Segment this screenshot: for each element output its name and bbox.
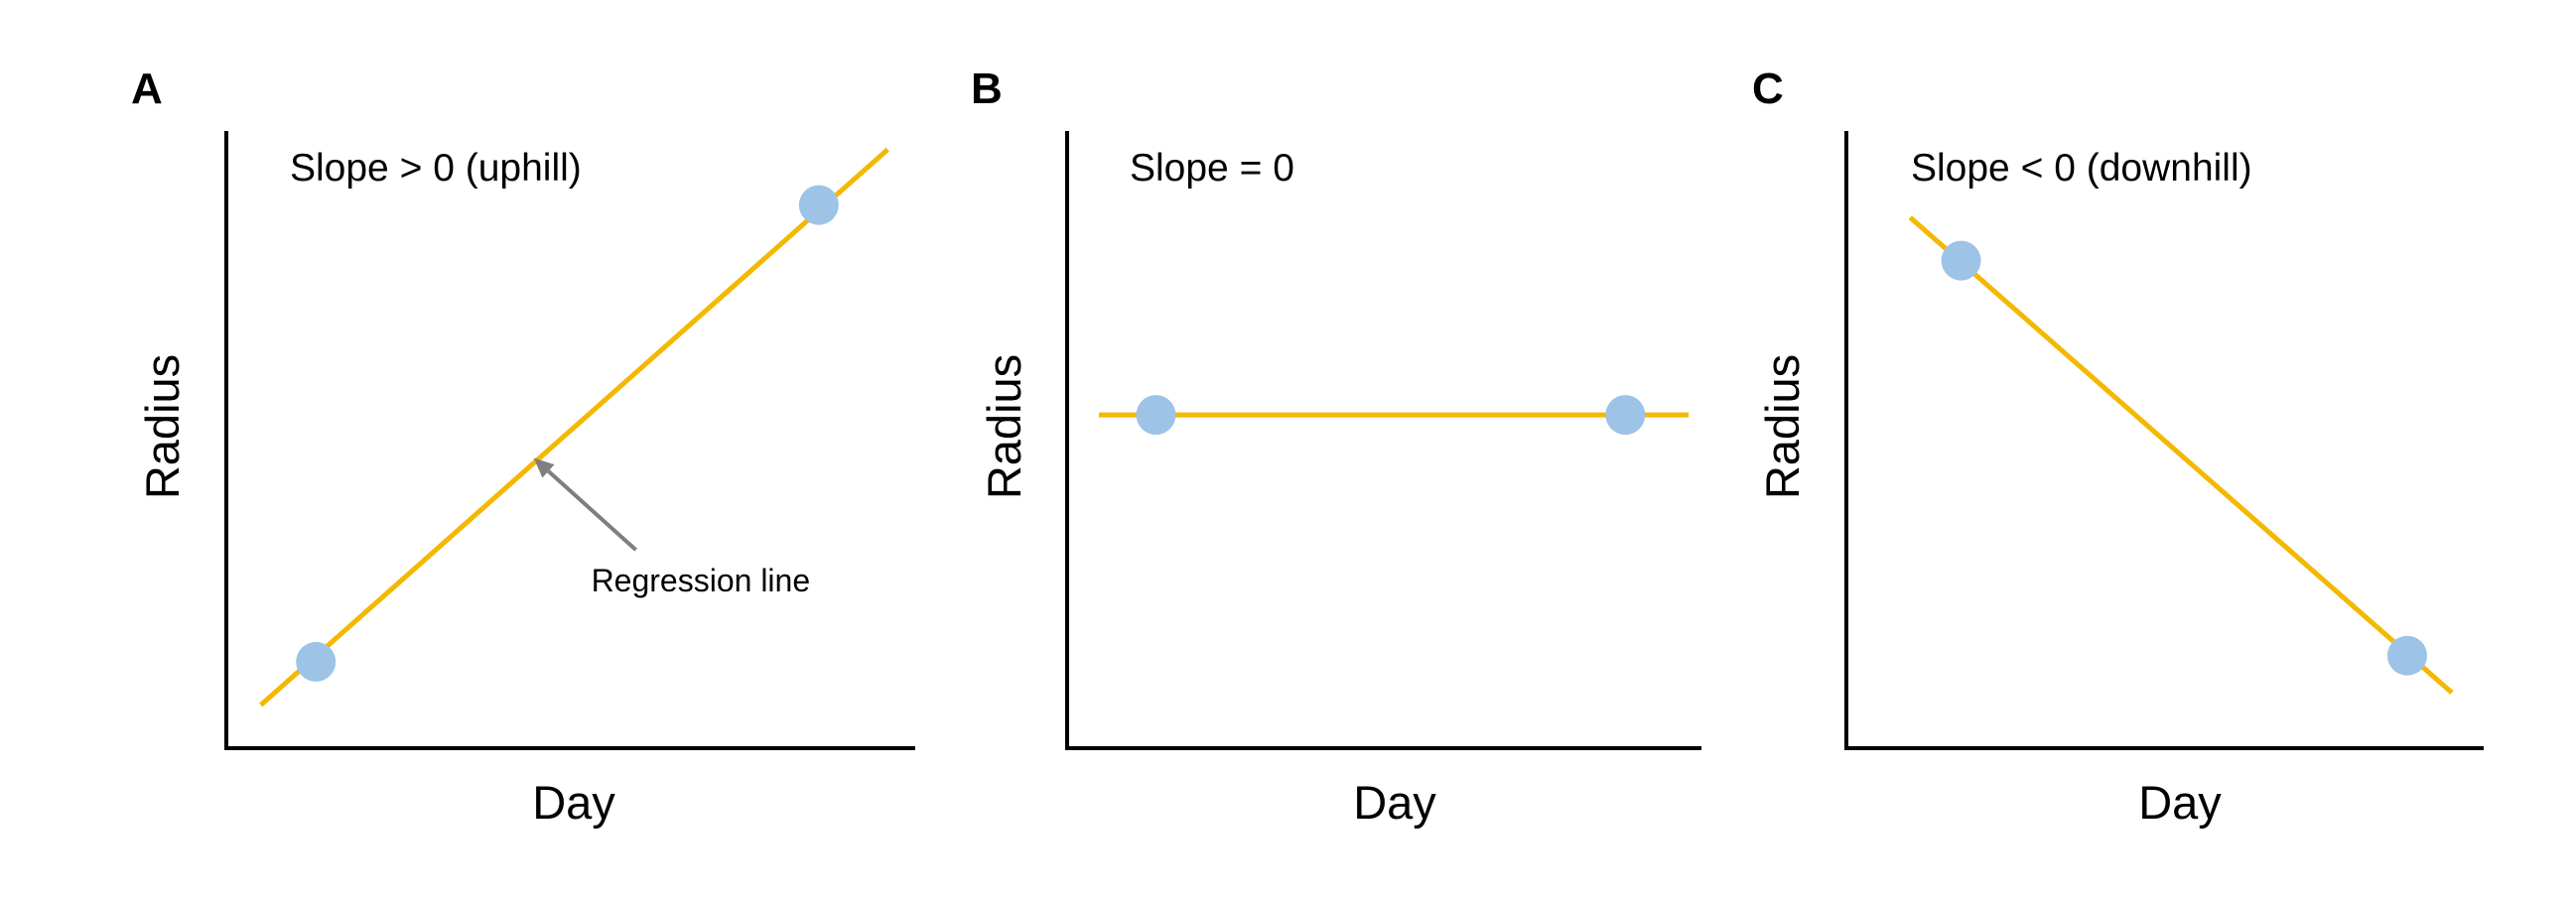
slope-label: Slope < 0 (downhill) — [1911, 147, 2252, 190]
data-point — [1605, 395, 1646, 436]
axes — [1065, 131, 1701, 750]
panel-letter: C — [1752, 64, 1784, 113]
x-axis-label: Day — [2138, 776, 2222, 829]
data-point — [296, 641, 337, 682]
y-axis-label: Radius — [978, 354, 1030, 499]
panel-letter: B — [971, 64, 1003, 113]
annotation-arrowhead — [533, 457, 555, 478]
x-axis-label: Day — [1353, 776, 1436, 829]
axes — [224, 131, 915, 750]
data-point — [1941, 240, 1981, 281]
data-point — [1136, 395, 1176, 436]
data-point — [2386, 635, 2427, 676]
panel-b: B Slope = 0 Radius Day — [971, 64, 1701, 829]
regression-line — [1908, 215, 2454, 695]
panel-c: C Slope < 0 (downhill) Radius Day — [1752, 64, 2484, 829]
y-axis-label: Radius — [1756, 354, 1809, 499]
annotation-label: Regression line — [592, 563, 811, 598]
axes — [1844, 131, 2484, 750]
x-axis-label: Day — [532, 776, 615, 829]
plot-area: Regression line — [224, 131, 915, 750]
plot-area — [1065, 131, 1701, 750]
y-axis-label: Radius — [136, 354, 189, 499]
panel-letter: A — [131, 64, 163, 113]
plot-area — [1844, 131, 2484, 750]
annotation-arrow — [547, 469, 637, 552]
data-point — [798, 185, 839, 225]
slope-label: Slope = 0 — [1130, 147, 1294, 190]
slope-label: Slope > 0 (uphill) — [290, 147, 582, 190]
regression-line — [259, 147, 889, 708]
panel-a: A Slope > 0 (uphill) Radius Day Regressi… — [131, 64, 915, 829]
